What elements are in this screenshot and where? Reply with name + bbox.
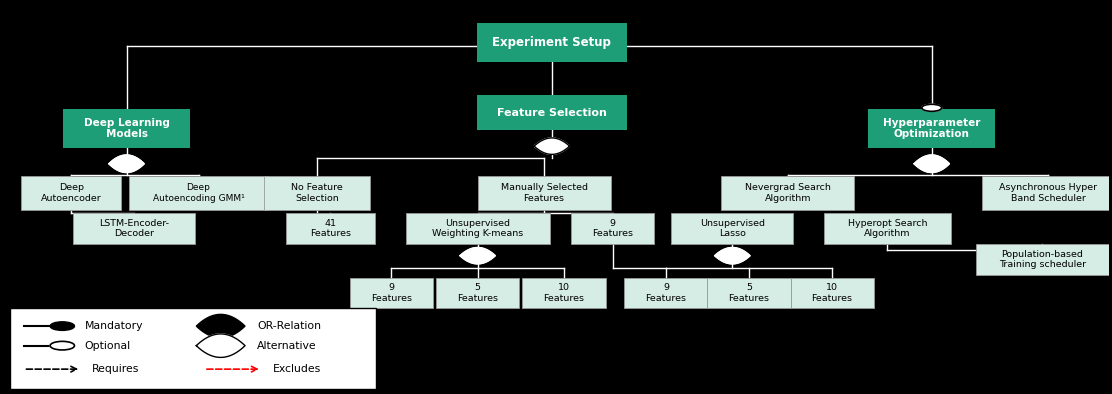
Text: Hyperopt Search
Algorithm: Hyperopt Search Algorithm: [847, 219, 927, 238]
Text: Asynchronous Hyper
Band Scheduler: Asynchronous Hyper Band Scheduler: [999, 183, 1098, 203]
FancyBboxPatch shape: [722, 177, 854, 210]
Circle shape: [50, 322, 75, 331]
Text: Experiment Setup: Experiment Setup: [493, 36, 612, 49]
Text: Feature Selection: Feature Selection: [497, 108, 607, 118]
FancyBboxPatch shape: [406, 213, 549, 244]
FancyBboxPatch shape: [982, 177, 1112, 210]
FancyBboxPatch shape: [349, 278, 433, 308]
Text: Deep
Autoencoding GMM¹: Deep Autoencoding GMM¹: [152, 183, 245, 203]
Text: Population-based
Training scheduler: Population-based Training scheduler: [999, 250, 1086, 269]
Text: Requires: Requires: [92, 364, 140, 374]
FancyBboxPatch shape: [436, 278, 519, 308]
FancyBboxPatch shape: [478, 177, 610, 210]
Text: Unsupervised
Lasso: Unsupervised Lasso: [699, 219, 765, 238]
Circle shape: [922, 104, 942, 112]
Circle shape: [50, 341, 75, 350]
Text: No Feature
Selection: No Feature Selection: [291, 183, 342, 203]
Text: 41
Features: 41 Features: [310, 219, 350, 238]
FancyBboxPatch shape: [265, 177, 369, 210]
Polygon shape: [197, 314, 245, 338]
Text: Excludes: Excludes: [272, 364, 321, 374]
FancyBboxPatch shape: [672, 213, 793, 244]
Text: 9
Features: 9 Features: [370, 283, 411, 303]
FancyBboxPatch shape: [976, 244, 1109, 275]
FancyBboxPatch shape: [791, 278, 874, 308]
FancyBboxPatch shape: [824, 213, 951, 244]
FancyBboxPatch shape: [73, 213, 196, 244]
Polygon shape: [197, 334, 245, 357]
FancyBboxPatch shape: [63, 109, 190, 148]
FancyBboxPatch shape: [286, 213, 375, 244]
Polygon shape: [109, 155, 145, 173]
Polygon shape: [460, 247, 495, 264]
Text: Unsupervised
Weighting K-means: Unsupervised Weighting K-means: [433, 219, 524, 238]
Text: OR-Relation: OR-Relation: [257, 321, 321, 331]
Text: Manually Selected
Features: Manually Selected Features: [500, 183, 587, 203]
FancyBboxPatch shape: [572, 213, 654, 244]
FancyBboxPatch shape: [10, 309, 376, 389]
Text: Deep
Autoencoder: Deep Autoencoder: [41, 183, 101, 203]
Text: 5
Features: 5 Features: [728, 283, 770, 303]
Text: Hyperparameter
Optimization: Hyperparameter Optimization: [883, 118, 981, 139]
FancyBboxPatch shape: [129, 177, 268, 210]
Text: 5
Features: 5 Features: [457, 283, 498, 303]
Polygon shape: [534, 138, 569, 154]
Text: Deep Learning
Models: Deep Learning Models: [83, 118, 169, 139]
Text: 10
Features: 10 Features: [544, 283, 585, 303]
Text: Optional: Optional: [85, 341, 130, 351]
Polygon shape: [914, 155, 950, 173]
FancyBboxPatch shape: [707, 278, 791, 308]
FancyBboxPatch shape: [868, 109, 995, 148]
Polygon shape: [715, 247, 751, 264]
Text: Alternative: Alternative: [257, 341, 317, 351]
FancyBboxPatch shape: [21, 177, 121, 210]
Text: Mandatory: Mandatory: [85, 321, 143, 331]
Text: 10
Features: 10 Features: [812, 283, 853, 303]
Text: LSTM-Encoder-
Decoder: LSTM-Encoder- Decoder: [99, 219, 169, 238]
Text: 9
Features: 9 Features: [645, 283, 686, 303]
FancyBboxPatch shape: [523, 278, 606, 308]
Text: 9
Features: 9 Features: [593, 219, 633, 238]
Text: Nevergrad Search
Algorithm: Nevergrad Search Algorithm: [745, 183, 831, 203]
FancyBboxPatch shape: [625, 278, 707, 308]
FancyBboxPatch shape: [477, 95, 626, 130]
FancyBboxPatch shape: [477, 23, 626, 62]
